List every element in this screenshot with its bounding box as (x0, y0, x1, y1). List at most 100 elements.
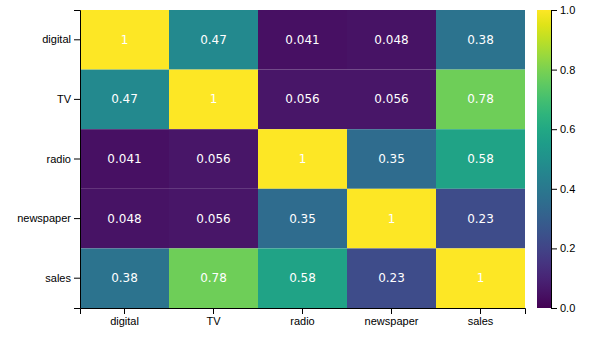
tick-label: radio (290, 315, 314, 327)
data-label: 0.35 (378, 152, 405, 166)
tick-mark (74, 99, 80, 100)
tick-mark (551, 248, 557, 249)
data-label: 0.056 (285, 92, 319, 106)
cell-labels: 1 0.47 0.041 0.048 0.38 0.47 1 0.056 0.056 0.78 0.… (107, 33, 494, 285)
heatmap-cell (80, 129, 169, 189)
heatmap-cell (436, 10, 525, 70)
heatmap-cell (258, 129, 347, 189)
tick-mark (74, 159, 80, 160)
data-label: 0.38 (467, 33, 494, 47)
data-label: 1 (388, 212, 396, 226)
heatmap-cell (169, 70, 258, 130)
tick-label: digital (42, 33, 71, 45)
data-label: 0.35 (289, 212, 316, 226)
tick-label: 0.6 (560, 123, 575, 135)
tick-mark (124, 308, 125, 314)
axis-line (74, 11, 81, 309)
heatmap-cell (80, 10, 169, 70)
heatmap-cell (169, 248, 258, 308)
tick-label: 1.0 (560, 4, 575, 16)
tick-label: TV (206, 315, 221, 327)
axis-line (552, 11, 558, 309)
data-label: 0.056 (374, 92, 408, 106)
tick: newspaper (365, 308, 419, 327)
data-label: 0.048 (107, 212, 141, 226)
heatmap-cell (436, 70, 525, 130)
tick-mark (551, 308, 557, 309)
tick: TV (206, 308, 221, 327)
tick-label: 0.8 (560, 64, 575, 76)
tick: sales (468, 308, 494, 327)
tick-label: sales (468, 315, 494, 327)
tick-mark (302, 308, 303, 314)
tick-label: 0.2 (560, 242, 575, 254)
tick: newspaper (17, 212, 80, 224)
tick-label: digital (110, 315, 139, 327)
data-label: 1 (121, 33, 129, 47)
data-label: 0.58 (289, 271, 316, 285)
plot: 1 0.47 0.041 0.048 0.38 0.47 1 0.056 0.056 0.78 0.… (17, 4, 575, 327)
data-label: 1 (299, 152, 307, 166)
tick: digital (110, 308, 139, 327)
data-label: 0.056 (196, 152, 230, 166)
tick-label: sales (45, 272, 71, 284)
data-label: 0.38 (111, 271, 138, 285)
data-label: 1 (477, 271, 485, 285)
heatmap-cell (169, 10, 258, 70)
data-label: 0.23 (467, 212, 494, 226)
heatmap-cell (347, 248, 436, 308)
heatmap-cell (258, 10, 347, 70)
tick-mark (74, 218, 80, 219)
tick: 0.0 (551, 302, 575, 314)
heatmap-cell (258, 189, 347, 249)
colorbar-gradient (537, 10, 551, 308)
heatmap-cell (347, 189, 436, 249)
heatmap-cell (80, 70, 169, 130)
tick-mark (74, 278, 80, 279)
cells (80, 10, 525, 308)
data-label: 0.056 (196, 212, 230, 226)
heatmap-cell (169, 129, 258, 189)
data-label: 0.048 (374, 33, 408, 47)
data-label: 0.78 (467, 92, 494, 106)
data-label: 0.78 (200, 271, 227, 285)
data-label: 0.041 (107, 152, 141, 166)
tick-label: TV (57, 93, 72, 105)
tick-label: 0.0 (560, 302, 575, 314)
tick-mark (213, 308, 214, 314)
tick-label: radio (47, 153, 71, 165)
tick: 0.4 (551, 183, 575, 195)
x-axis: digital TV radio newspaper sales (81, 308, 526, 327)
data-label: 1 (210, 92, 218, 106)
heatmap-cell (169, 189, 258, 249)
tick: sales (45, 272, 80, 284)
tick-label: newspaper (365, 315, 419, 327)
heatmap-cell (258, 248, 347, 308)
y-axis: digital TV radio newspaper sales (17, 11, 80, 309)
axis-line (81, 309, 526, 315)
data-label: 0.23 (378, 271, 405, 285)
tick-mark (391, 308, 392, 314)
tick: 0.6 (551, 123, 575, 135)
tick: digital (42, 33, 80, 45)
tick: radio (290, 308, 314, 327)
tick: radio (47, 153, 80, 165)
colorbar: 0.0 0.2 0.4 0.6 0.8 1.0 (537, 4, 575, 314)
heatmap-cell (347, 70, 436, 130)
tick-label: 0.4 (560, 183, 575, 195)
heatmap-cell (347, 129, 436, 189)
data-label: 0.58 (467, 152, 494, 166)
heatmap-cell (258, 70, 347, 130)
data-label: 0.47 (111, 92, 138, 106)
chart: 1 0.47 0.041 0.048 0.38 0.47 1 0.056 0.056 0.78 0.… (0, 0, 600, 338)
tick: 0.8 (551, 64, 575, 76)
heatmap-cell (436, 248, 525, 308)
tick-mark (551, 10, 557, 11)
heatmap-cell (80, 189, 169, 249)
data-label: 0.47 (200, 33, 227, 47)
colorbar-axis: 0.0 0.2 0.4 0.6 0.8 1.0 (551, 4, 575, 314)
tick-label: newspaper (17, 212, 71, 224)
tick-mark (551, 189, 557, 190)
tick: TV (57, 93, 80, 105)
tick: 0.2 (551, 242, 575, 254)
